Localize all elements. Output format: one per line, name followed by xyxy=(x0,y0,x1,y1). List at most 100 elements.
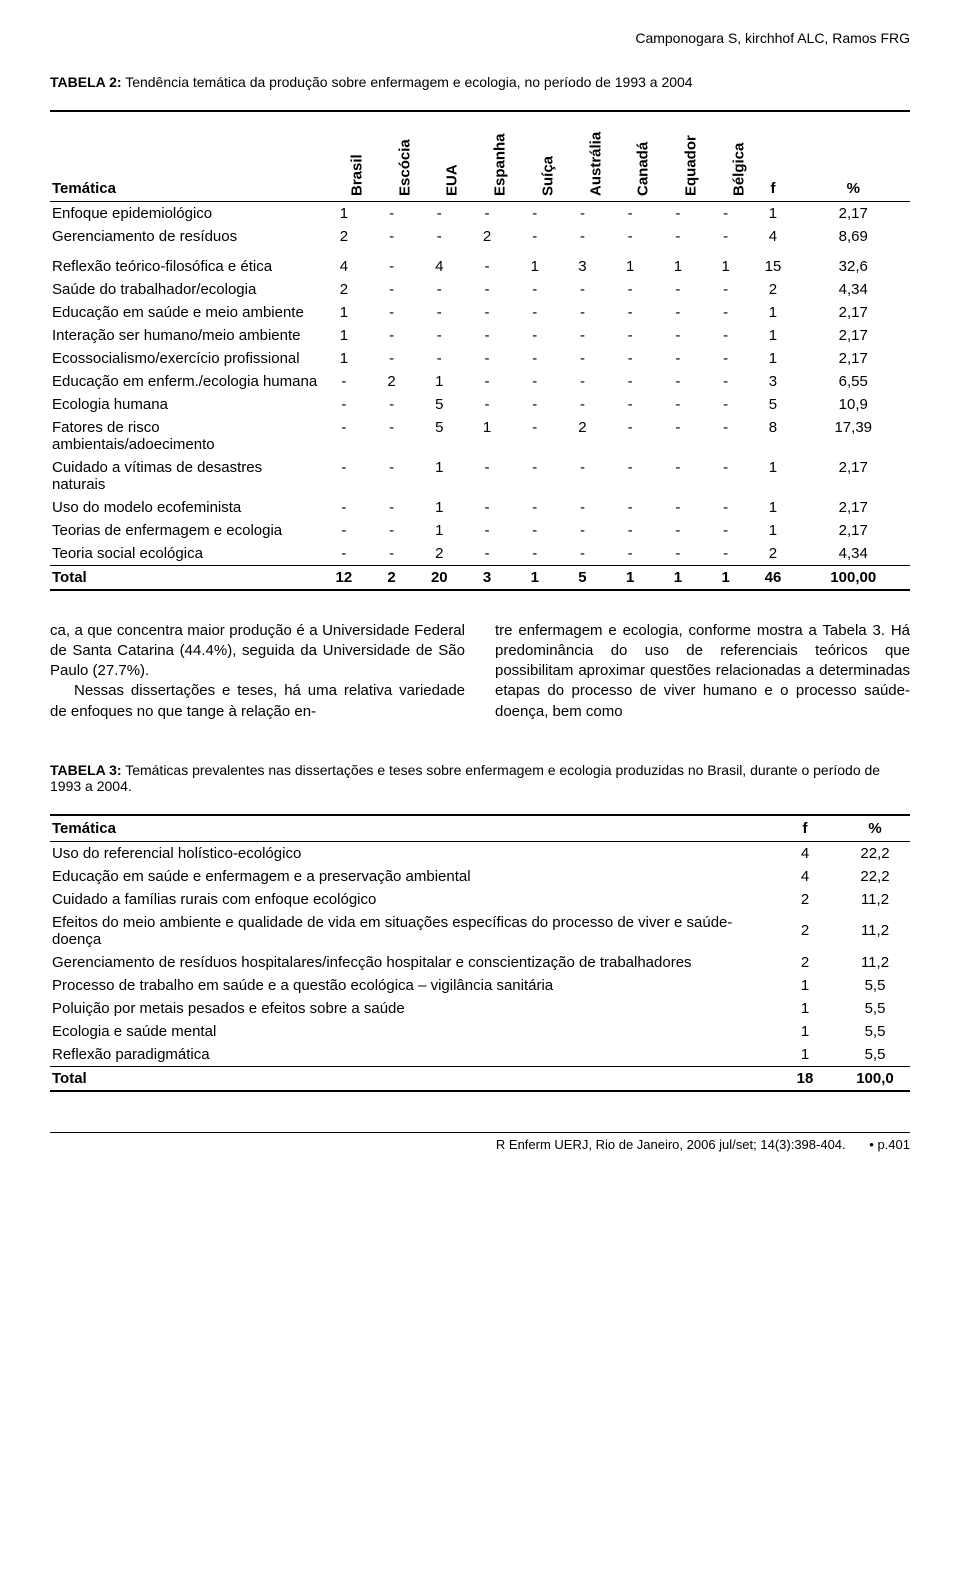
row-label: Educação em saúde e meio ambiente xyxy=(50,301,320,324)
cell: - xyxy=(654,370,702,393)
cell-pct: 2,17 xyxy=(796,496,910,519)
cell: - xyxy=(702,456,750,496)
cell-f: 2 xyxy=(770,911,840,951)
table-row: Enfoque epidemiológico1--------12,17 xyxy=(50,201,910,225)
cell-pct: 32,6 xyxy=(796,248,910,278)
footer-page: p.401 xyxy=(877,1137,910,1152)
row-label: Reflexão paradigmática xyxy=(50,1043,770,1067)
table2-country-head: Canadá xyxy=(606,111,654,201)
cell-f: 1 xyxy=(770,997,840,1020)
table2-country-head: Brasil xyxy=(320,111,368,201)
cell-f: 4 xyxy=(749,225,796,248)
cell: 1 xyxy=(511,565,559,590)
cell-pct: 11,2 xyxy=(840,911,910,951)
table-row: Gerenciamento de resíduos2--2-----48,69 xyxy=(50,225,910,248)
cell-f: 3 xyxy=(749,370,796,393)
cell-pct: 100,00 xyxy=(796,565,910,590)
cell: 1 xyxy=(415,496,463,519)
cell: - xyxy=(702,416,750,456)
cell: - xyxy=(368,301,416,324)
cell-f: 46 xyxy=(749,565,796,590)
cell: - xyxy=(463,278,511,301)
cell: 1 xyxy=(654,565,702,590)
cell: - xyxy=(511,301,559,324)
cell-pct: 2,17 xyxy=(796,324,910,347)
cell: - xyxy=(606,201,654,225)
table-row: Teorias de enfermagem e ecologia--1-----… xyxy=(50,519,910,542)
cell: - xyxy=(463,347,511,370)
para-left-1: ca, a que concentra maior produção é a U… xyxy=(50,621,465,682)
cell: 5 xyxy=(415,416,463,456)
row-label: Reflexão teórico-filosófica e ética xyxy=(50,248,320,278)
cell: 1 xyxy=(702,248,750,278)
row-label: Ecossocialismo/exercício profissional xyxy=(50,347,320,370)
cell-pct: 2,17 xyxy=(796,519,910,542)
table-row: Fatores de risco ambientais/adoecimento-… xyxy=(50,416,910,456)
cell-f: 1 xyxy=(770,974,840,997)
cell: - xyxy=(654,278,702,301)
cell-pct: 5,5 xyxy=(840,1020,910,1043)
cell: - xyxy=(702,201,750,225)
cell: 1 xyxy=(320,324,368,347)
table2-country-head: Bélgica xyxy=(702,111,750,201)
cell: - xyxy=(654,347,702,370)
cell: - xyxy=(415,225,463,248)
cell: - xyxy=(606,225,654,248)
cell: 2 xyxy=(368,370,416,393)
cell: - xyxy=(559,456,607,496)
cell-f: 1 xyxy=(749,301,796,324)
cell: - xyxy=(654,225,702,248)
cell: 1 xyxy=(320,201,368,225)
row-label: Gerenciamento de resíduos hospitalares/i… xyxy=(50,951,770,974)
table2-tematica-head: Temática xyxy=(50,111,320,201)
cell: - xyxy=(463,370,511,393)
cell: - xyxy=(368,201,416,225)
table-row: Ecossocialismo/exercício profissional1--… xyxy=(50,347,910,370)
cell: - xyxy=(463,301,511,324)
cell-pct: 6,55 xyxy=(796,370,910,393)
cell: - xyxy=(654,201,702,225)
table3-caption-bold: TABELA 3: xyxy=(50,762,122,778)
cell: - xyxy=(606,416,654,456)
table-row: Interação ser humano/meio ambiente1-----… xyxy=(50,324,910,347)
table-row: Educação em saúde e enfermagem e a prese… xyxy=(50,865,910,888)
row-label: Processo de trabalho em saúde e a questã… xyxy=(50,974,770,997)
table2-country-head: Austrália xyxy=(559,111,607,201)
cell: - xyxy=(511,519,559,542)
para-right: tre enfermagem e ecologia, conforme most… xyxy=(495,621,910,722)
cell: - xyxy=(559,324,607,347)
cell: - xyxy=(559,496,607,519)
table-row: Efeitos do meio ambiente e qualidade de … xyxy=(50,911,910,951)
cell-f: 4 xyxy=(770,865,840,888)
table2-country-head: Suíça xyxy=(511,111,559,201)
cell-pct: 11,2 xyxy=(840,888,910,911)
cell: - xyxy=(320,416,368,456)
cell: - xyxy=(463,496,511,519)
table-row: Gerenciamento de resíduos hospitalares/i… xyxy=(50,951,910,974)
table2-country-head: Espanha xyxy=(463,111,511,201)
table3-total-row: Total18100,0 xyxy=(50,1066,910,1091)
cell: - xyxy=(368,278,416,301)
row-label: Teorias de enfermagem e ecologia xyxy=(50,519,320,542)
cell: 2 xyxy=(368,565,416,590)
table-row: Processo de trabalho em saúde e a questã… xyxy=(50,974,910,997)
cell-pct: 11,2 xyxy=(840,951,910,974)
cell-pct: 2,17 xyxy=(796,301,910,324)
cell: - xyxy=(511,416,559,456)
cell-pct: 10,9 xyxy=(796,393,910,416)
cell: - xyxy=(511,278,559,301)
table2-country-head: Equador xyxy=(654,111,702,201)
cell: 1 xyxy=(415,456,463,496)
cell: 2 xyxy=(463,225,511,248)
cell: - xyxy=(511,496,559,519)
cell-f: 1 xyxy=(770,1043,840,1067)
cell: 1 xyxy=(511,248,559,278)
author-header: Camponogara S, kirchhof ALC, Ramos FRG xyxy=(50,30,910,46)
cell: - xyxy=(702,347,750,370)
cell: 1 xyxy=(320,301,368,324)
cell-pct: 22,2 xyxy=(840,841,910,865)
cell: - xyxy=(606,324,654,347)
cell: - xyxy=(415,324,463,347)
total-label: Total xyxy=(50,565,320,590)
row-label: Uso do referencial holístico-ecológico xyxy=(50,841,770,865)
